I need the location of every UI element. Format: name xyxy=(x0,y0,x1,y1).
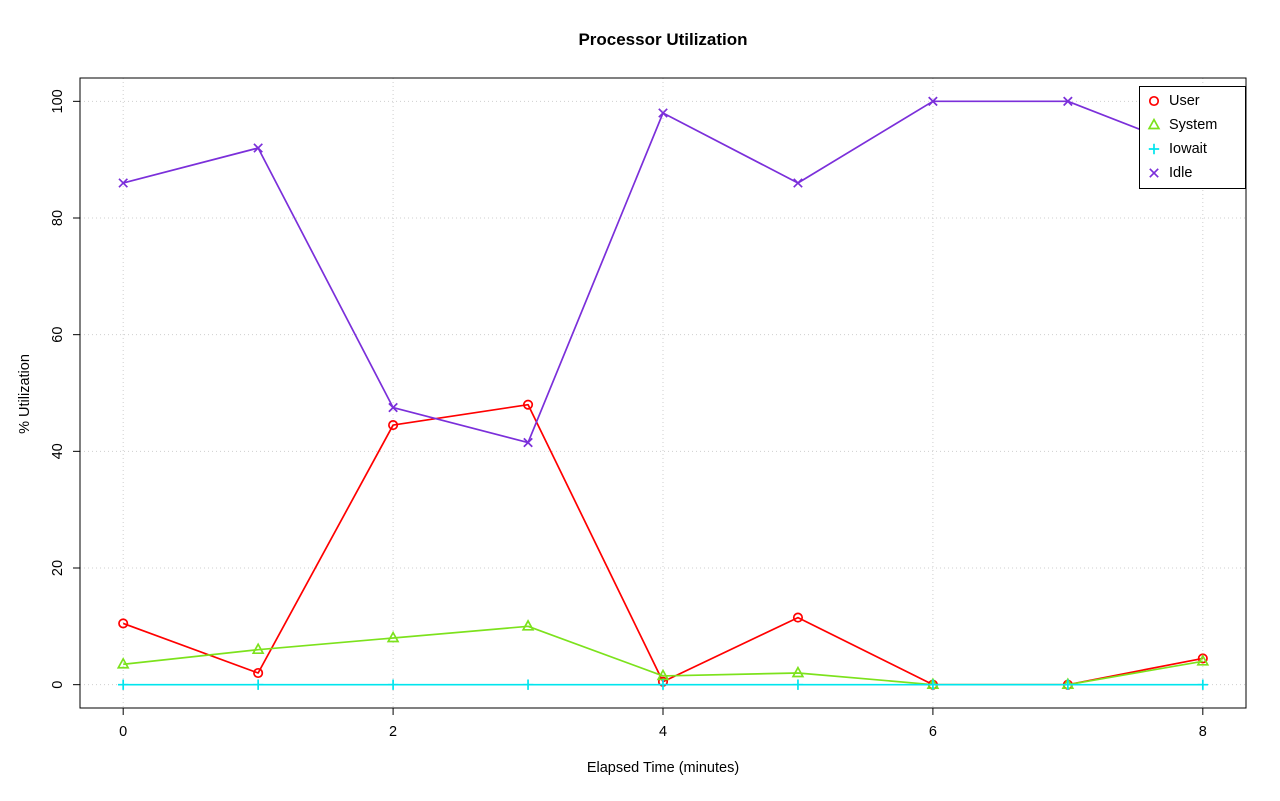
x-tick-label: 0 xyxy=(119,724,127,740)
y-tick-label: 0 xyxy=(50,681,66,689)
x-marker-icon xyxy=(1149,168,1159,178)
triangle-marker-icon xyxy=(386,630,400,643)
x-marker-icon xyxy=(658,108,668,118)
legend-item-user: User xyxy=(1146,89,1239,113)
triangle-marker-icon xyxy=(251,642,265,655)
legend-item-idle: Idle xyxy=(1146,161,1239,185)
x-marker-icon xyxy=(523,437,533,448)
circle-marker-icon xyxy=(118,618,129,629)
legend-x-marker-icon xyxy=(1149,168,1159,178)
x-tick-label: 4 xyxy=(659,724,667,740)
chart-title: Processor Utilization xyxy=(578,30,748,49)
legend: User System Iowait Idle xyxy=(1139,86,1246,189)
triangle-marker-icon xyxy=(656,668,670,681)
plus-marker-icon xyxy=(927,679,939,690)
triangle-marker-icon xyxy=(1196,654,1210,666)
legend-label-system: System xyxy=(1169,117,1218,133)
legend-plus-marker-icon xyxy=(1148,143,1160,155)
circle-marker-icon xyxy=(253,667,264,679)
y-tick-label: 80 xyxy=(50,210,66,226)
y-tick-label: 100 xyxy=(50,89,66,113)
y-tick-label: 60 xyxy=(50,327,66,343)
plus-marker-icon xyxy=(522,679,534,690)
triangle-marker-icon xyxy=(521,619,535,631)
series-line-idle xyxy=(122,100,1204,444)
x-tick-label: 2 xyxy=(389,724,397,740)
legend-circle-marker-icon xyxy=(1148,95,1160,107)
x-tick-label: 8 xyxy=(1199,724,1207,740)
plus-marker-icon xyxy=(792,679,804,690)
legend-label-idle: Idle xyxy=(1169,165,1193,181)
x-marker-icon xyxy=(1063,96,1073,107)
plus-marker-icon xyxy=(252,679,264,690)
series-line-system xyxy=(123,625,1203,686)
circle-marker-icon xyxy=(792,612,804,623)
y-tick-label: 40 xyxy=(50,443,66,459)
y-axis-label: % Utilization xyxy=(17,354,33,434)
legend-triangle-marker-icon xyxy=(1147,117,1161,130)
y-tick-label: 20 xyxy=(50,560,66,576)
plus-marker-icon xyxy=(1197,679,1209,690)
plus-marker-icon xyxy=(657,679,669,690)
legend-label-iowait: Iowait xyxy=(1169,141,1207,157)
plus-marker-icon xyxy=(1062,679,1074,690)
circle-marker-icon xyxy=(1148,95,1160,107)
legend-item-iowait: Iowait xyxy=(1146,137,1239,161)
circle-marker-icon xyxy=(388,420,399,431)
plot-border xyxy=(79,77,1247,709)
x-marker-icon xyxy=(928,96,938,107)
x-marker-icon xyxy=(118,178,128,188)
plus-marker-icon xyxy=(117,679,129,690)
plus-marker-icon xyxy=(387,679,399,690)
x-tick-label: 6 xyxy=(929,724,937,740)
plus-marker-icon xyxy=(1148,143,1160,155)
legend-item-system: System xyxy=(1146,113,1239,137)
legend-label-user: User xyxy=(1169,93,1200,109)
circle-marker-icon xyxy=(522,399,534,410)
x-axis-label: Elapsed Time (minutes) xyxy=(586,760,740,776)
x-marker-icon xyxy=(253,143,263,153)
triangle-marker-icon xyxy=(791,665,805,678)
x-marker-icon xyxy=(793,178,803,188)
triangle-marker-icon xyxy=(1147,117,1161,130)
x-marker-icon xyxy=(388,402,398,413)
triangle-marker-icon xyxy=(116,657,130,669)
